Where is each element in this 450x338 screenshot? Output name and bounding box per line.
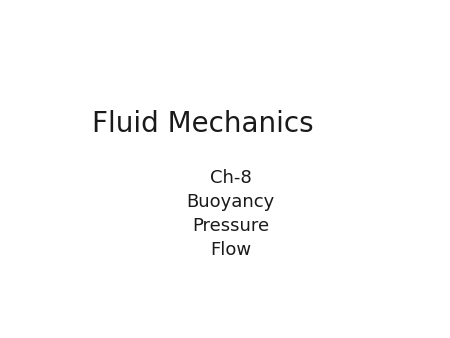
Text: Ch-8: Ch-8 <box>210 169 252 188</box>
Text: Buoyancy: Buoyancy <box>186 193 275 212</box>
Text: Pressure: Pressure <box>192 217 269 235</box>
Text: Flow: Flow <box>210 241 251 259</box>
Text: Fluid Mechanics: Fluid Mechanics <box>92 110 314 138</box>
